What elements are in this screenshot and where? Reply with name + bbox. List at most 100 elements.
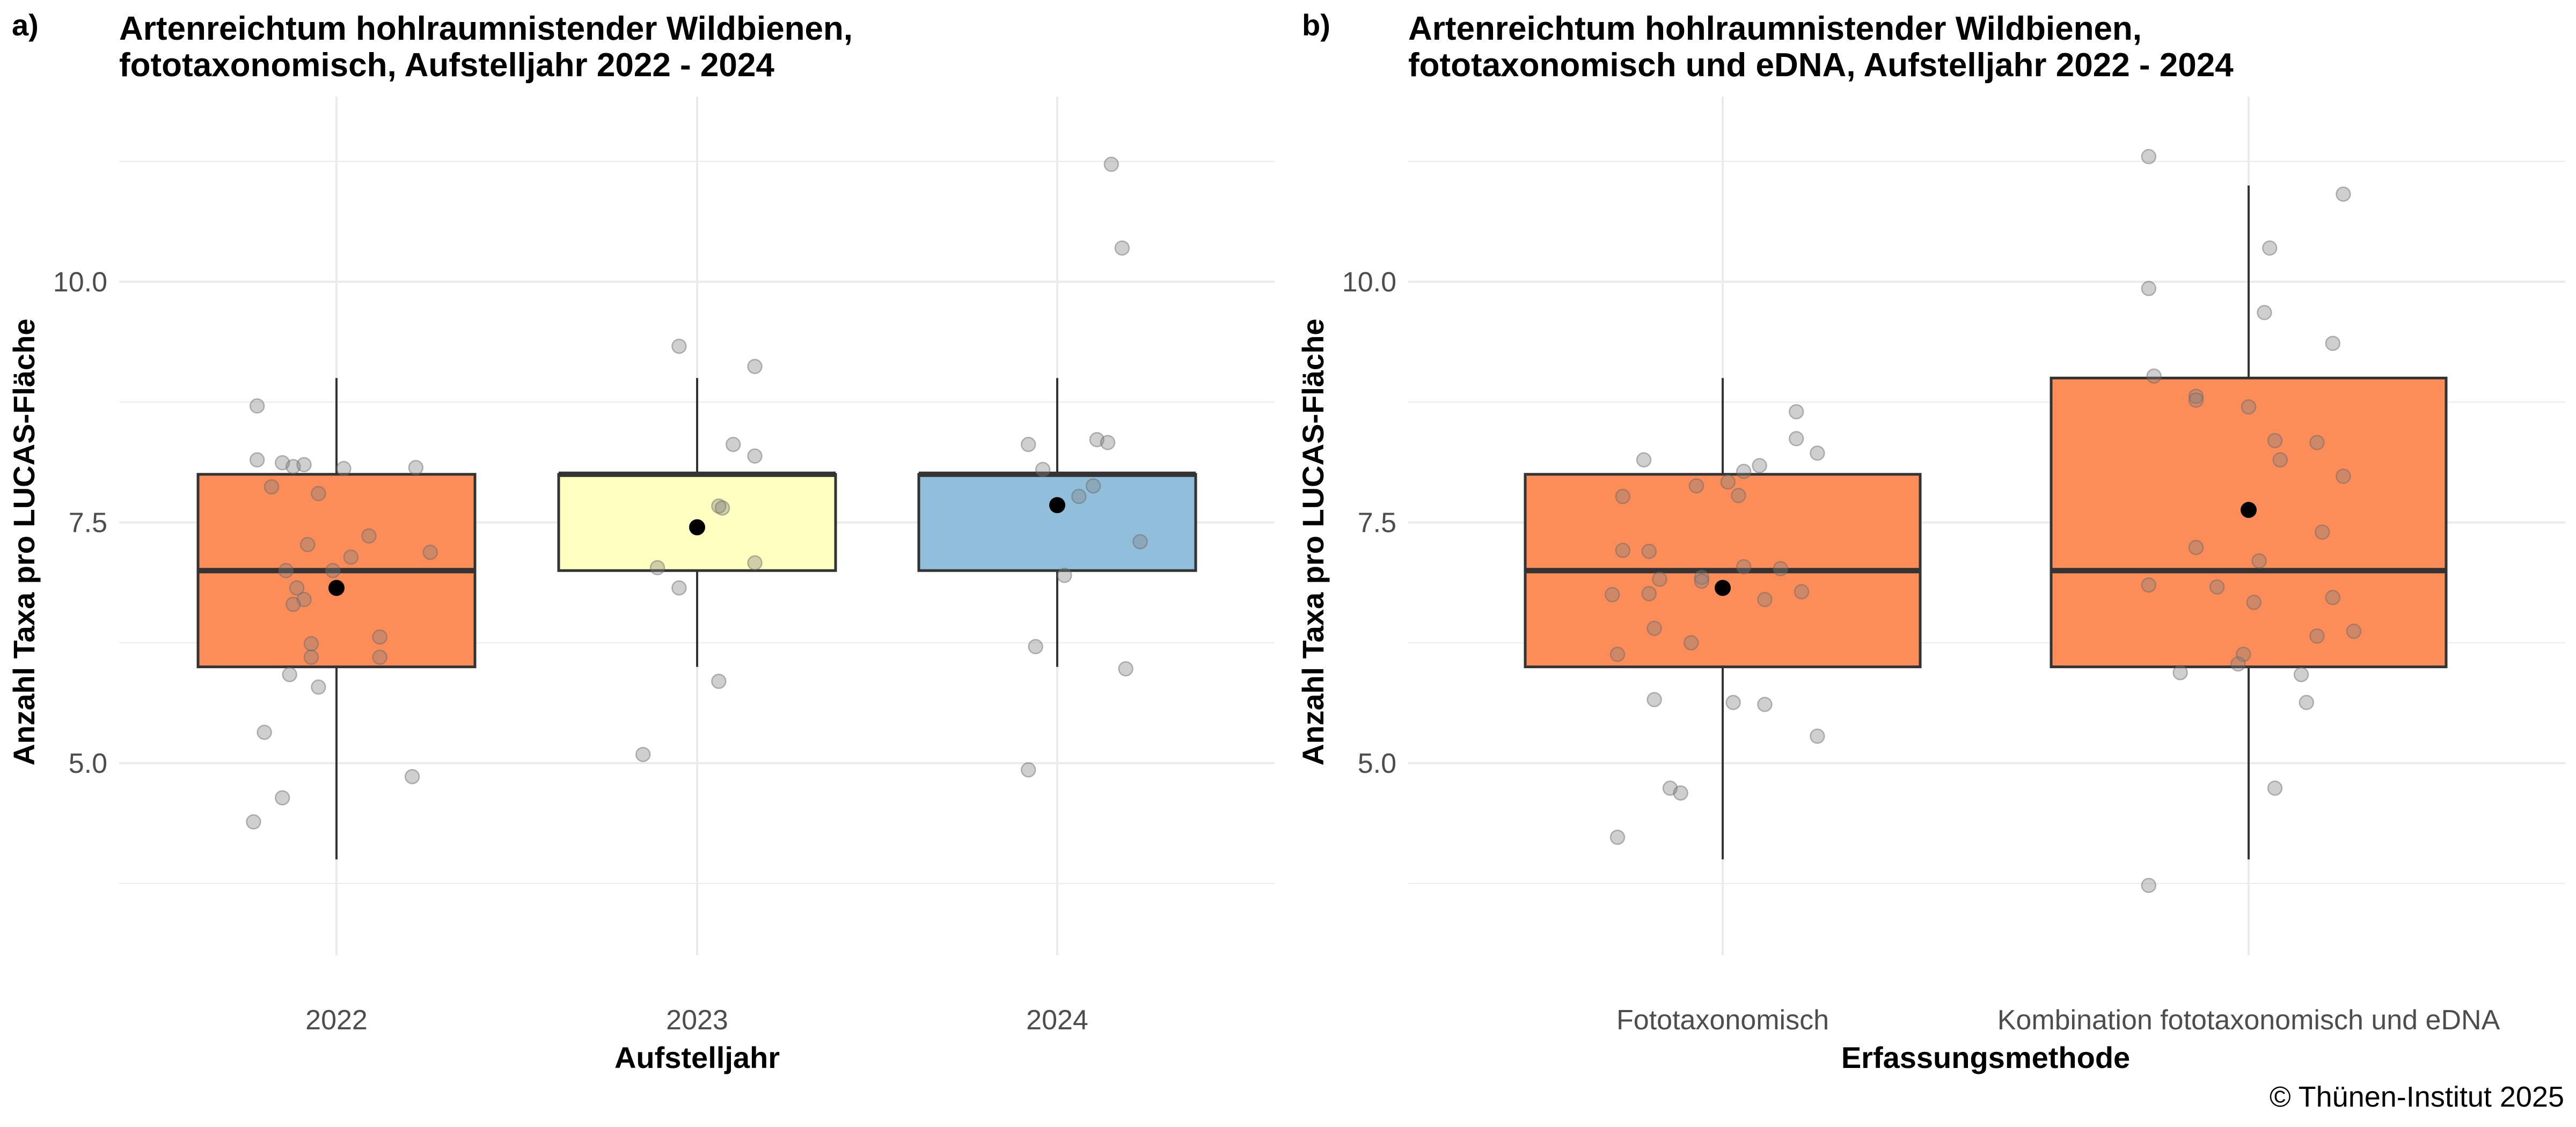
data-point <box>2188 392 2204 408</box>
data-point <box>1028 639 1043 655</box>
data-point <box>257 724 272 740</box>
data-point <box>635 747 651 763</box>
data-point <box>422 544 438 560</box>
data-point <box>1132 534 1148 550</box>
data-point <box>2141 577 2157 593</box>
data-point <box>264 479 280 495</box>
y-tick-label: 10.0 <box>1342 267 1396 298</box>
data-point <box>1683 635 1699 650</box>
data-point <box>289 580 305 596</box>
data-point <box>1788 431 1804 447</box>
data-point <box>1788 404 1804 420</box>
data-point <box>2267 780 2283 796</box>
data-point <box>747 555 763 571</box>
data-point <box>1736 464 1752 479</box>
data-point <box>671 338 687 354</box>
data-point <box>325 562 341 579</box>
x-tick-label: 2024 <box>1026 1005 1088 1036</box>
data-point <box>747 358 763 375</box>
data-point <box>1646 620 1662 636</box>
data-point <box>303 636 319 652</box>
data-point <box>274 455 290 471</box>
data-point <box>1089 431 1105 448</box>
data-point <box>2141 281 2157 296</box>
data-point <box>2267 433 2283 449</box>
data-point <box>2188 389 2204 404</box>
data-point <box>2209 579 2225 595</box>
data-point <box>1720 474 1736 490</box>
panel-b-means <box>1715 502 2257 596</box>
data-point <box>1736 559 1752 575</box>
data-point <box>296 591 312 608</box>
panel-a-y-axis-label: Anzahl Taxa pro LUCAS-Fläche <box>7 319 41 766</box>
data-point <box>282 667 297 683</box>
panel-b-title-line-2: fototaxonomisch und eDNA, Aufstelljahr 2… <box>1408 47 2234 84</box>
data-point <box>1662 780 1678 796</box>
data-point <box>2146 368 2162 384</box>
data-point <box>1100 435 1116 450</box>
data-point <box>747 448 763 464</box>
y-tick-label: 5.0 <box>1358 748 1396 779</box>
panel-a-x-ticks: 2022 2023 2024 <box>305 1005 1088 1036</box>
data-point <box>2272 452 2288 468</box>
data-point <box>246 814 261 830</box>
data-point <box>714 500 730 516</box>
data-point <box>2299 694 2315 711</box>
data-point <box>2241 399 2257 415</box>
panel-b-y-axis-label: Anzahl Taxa pro LUCAS-Fläche <box>1296 319 1330 766</box>
y-tick-label: 7.5 <box>69 508 107 539</box>
box-iqr <box>917 473 1197 572</box>
data-point <box>2251 553 2267 569</box>
data-point <box>286 596 301 612</box>
data-point <box>1794 584 1810 599</box>
data-point <box>2235 647 2251 662</box>
data-point <box>1752 458 1767 473</box>
data-point <box>1810 445 1825 461</box>
box-iqr <box>2050 376 2448 669</box>
data-point <box>1615 543 1631 558</box>
data-point <box>372 629 387 645</box>
panel-a-boxes <box>196 378 1197 860</box>
y-tick-label: 10.0 <box>53 267 107 298</box>
mean-point <box>2241 502 2257 518</box>
panel-b: b) Artenreichtum hohlraumnistender Wildb… <box>1296 8 2565 1074</box>
data-point <box>361 528 377 544</box>
data-point <box>1725 694 1741 711</box>
data-point <box>2336 186 2351 202</box>
copyright-caption: © Thünen-Institut 2025 <box>2270 1081 2564 1113</box>
data-point <box>1609 829 1626 845</box>
data-point <box>311 679 326 695</box>
panel-a-title-line-2: fototaxonomisch, Aufstelljahr 2022 - 202… <box>119 47 774 84</box>
panel-a-y-ticks: 5.0 7.5 10.0 <box>53 267 107 779</box>
data-point <box>1646 692 1662 707</box>
data-point <box>2336 469 2351 484</box>
data-point <box>1810 728 1825 744</box>
data-point <box>278 562 294 579</box>
data-point <box>336 460 352 477</box>
data-point <box>2309 435 2325 450</box>
data-point <box>1615 488 1631 504</box>
panel-b-points <box>1604 149 2362 894</box>
x-tick-label: 2022 <box>305 1005 368 1036</box>
panel-a-title-line-1: Artenreichtum hohlraumnistender Wildbien… <box>119 10 853 47</box>
data-point <box>2141 149 2157 165</box>
data-point <box>303 649 319 665</box>
panel-a-means <box>328 497 1065 596</box>
data-point <box>1057 567 1072 583</box>
panel-a: a) Artenreichtum hohlraumnistender Wildb… <box>7 8 1275 1074</box>
y-tick-label: 7.5 <box>1358 508 1396 539</box>
data-point <box>311 486 326 501</box>
data-point <box>2309 628 2325 644</box>
data-point <box>2325 590 2341 605</box>
data-point <box>1641 586 1657 602</box>
x-tick-label: 2023 <box>666 1005 728 1036</box>
data-point <box>725 436 741 452</box>
panel-b-y-ticks: 5.0 7.5 10.0 <box>1342 267 1396 779</box>
data-point <box>2257 305 2272 320</box>
data-point <box>1731 488 1746 503</box>
panel-a-points <box>246 156 1148 830</box>
data-point <box>1757 697 1773 712</box>
data-point <box>2172 665 2188 680</box>
data-point <box>2325 335 2341 352</box>
